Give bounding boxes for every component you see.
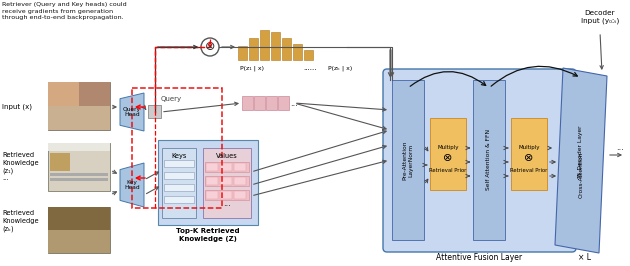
- Text: Query: Query: [161, 96, 182, 102]
- Bar: [254, 96, 265, 110]
- Bar: [271, 32, 280, 60]
- Bar: [266, 96, 277, 110]
- Text: ...: ...: [223, 198, 231, 207]
- Bar: [158, 140, 258, 225]
- Bar: [206, 177, 218, 185]
- Bar: [48, 82, 110, 130]
- Text: Retrieval Prior: Retrieval Prior: [429, 168, 467, 172]
- Text: × L: × L: [578, 253, 590, 263]
- Text: Self Attention & FFN: Self Attention & FFN: [486, 130, 491, 190]
- Bar: [50, 178, 108, 181]
- Bar: [164, 172, 194, 179]
- Text: ...: ...: [290, 98, 298, 107]
- Bar: [79, 82, 110, 106]
- Bar: [242, 96, 253, 110]
- Bar: [48, 207, 110, 253]
- Text: Decoder
Input (y₀:ₜ): Decoder Input (y₀:ₜ): [581, 10, 619, 23]
- Text: Attentive Fusion Layer: Attentive Fusion Layer: [437, 253, 522, 263]
- Text: Pre-Attention
LayerNorm: Pre-Attention LayerNorm: [403, 140, 413, 180]
- Bar: [260, 30, 269, 60]
- Bar: [278, 96, 289, 110]
- Bar: [203, 148, 251, 218]
- Bar: [148, 105, 161, 118]
- Bar: [50, 153, 70, 171]
- Text: ......: ......: [303, 65, 317, 71]
- Bar: [50, 173, 108, 176]
- Circle shape: [201, 38, 219, 56]
- Text: P(zₖ | x): P(zₖ | x): [328, 65, 352, 71]
- Text: Cross-Attention: Cross-Attention: [578, 151, 583, 198]
- Bar: [249, 38, 258, 60]
- Bar: [220, 177, 232, 185]
- Bar: [511, 118, 547, 190]
- Bar: [473, 80, 505, 240]
- Text: Values: Values: [216, 153, 238, 159]
- Bar: [282, 38, 291, 60]
- Bar: [220, 191, 232, 199]
- Text: ...: ...: [616, 143, 624, 152]
- Bar: [304, 50, 313, 60]
- Text: Retrieved
Knowledge
(zₖ): Retrieved Knowledge (zₖ): [2, 210, 38, 231]
- Bar: [48, 143, 110, 151]
- Bar: [164, 196, 194, 203]
- Bar: [205, 190, 249, 200]
- Text: Keys: Keys: [171, 153, 186, 159]
- Bar: [48, 207, 110, 230]
- Bar: [48, 82, 79, 106]
- Bar: [206, 163, 218, 171]
- Text: Retrieval Prior: Retrieval Prior: [510, 168, 547, 172]
- Text: ⊗: ⊗: [205, 40, 215, 53]
- Bar: [132, 88, 222, 208]
- Bar: [392, 80, 424, 240]
- Bar: [430, 118, 466, 190]
- Text: Key
Head: Key Head: [124, 180, 140, 190]
- Bar: [164, 160, 194, 167]
- Bar: [234, 163, 246, 171]
- Polygon shape: [555, 68, 607, 253]
- Polygon shape: [120, 93, 144, 131]
- Text: Multiply: Multiply: [437, 146, 459, 151]
- Bar: [162, 148, 196, 218]
- Bar: [48, 230, 110, 253]
- Polygon shape: [120, 163, 144, 207]
- Text: T5 Decoder Layer: T5 Decoder Layer: [578, 126, 583, 179]
- Bar: [293, 44, 302, 60]
- Bar: [206, 191, 218, 199]
- Text: ⊗: ⊗: [524, 153, 534, 163]
- Text: Retrieved
Knowledge
(z₁)
...: Retrieved Knowledge (z₁) ...: [2, 152, 38, 181]
- Text: P(z₁ | x): P(z₁ | x): [240, 65, 264, 71]
- Bar: [164, 184, 194, 191]
- Text: Multiply: Multiply: [518, 146, 540, 151]
- Text: Query
Head: Query Head: [123, 107, 141, 117]
- Bar: [48, 106, 110, 130]
- Bar: [205, 162, 249, 172]
- Bar: [238, 46, 247, 60]
- Bar: [48, 143, 110, 191]
- Bar: [234, 177, 246, 185]
- FancyBboxPatch shape: [383, 69, 576, 252]
- Bar: [205, 176, 249, 186]
- Bar: [220, 163, 232, 171]
- Text: ⊗: ⊗: [444, 153, 453, 163]
- Bar: [234, 191, 246, 199]
- Text: Top-K Retrieved
Knowledge (Z): Top-K Retrieved Knowledge (Z): [176, 228, 240, 242]
- Text: Retriever (Query and Key heads) could
receive gradients from generation
through : Retriever (Query and Key heads) could re…: [2, 2, 127, 20]
- Text: Input (x): Input (x): [2, 104, 32, 110]
